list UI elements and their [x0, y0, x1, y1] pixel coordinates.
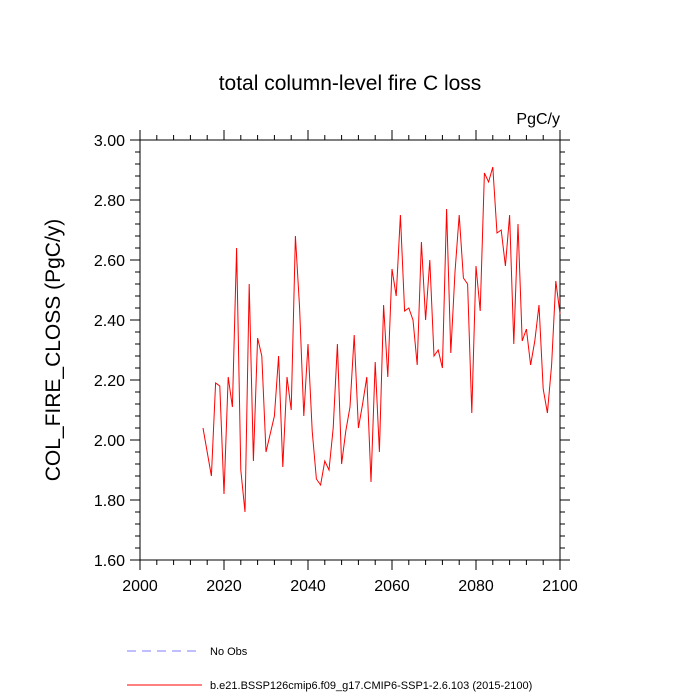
axis-tick-labels: 2000 2020 2040 2060 2080 2100 1.60 1.80 2.00 2.20…: [94, 133, 578, 595]
x-tick-label: 2100: [542, 578, 578, 595]
y-tick-label: 3.00: [94, 133, 125, 150]
axis-ticks: [130, 130, 570, 570]
x-tick-label: 2080: [458, 578, 494, 595]
x-tick-label: 2000: [122, 578, 158, 595]
y-tick-label: 1.60: [94, 553, 125, 570]
y-tick-label: 2.00: [94, 433, 125, 450]
legend-label-model: b.e21.BSSP126cmip6.f09_g17.CMIP6-SSP1-2.…: [210, 680, 532, 692]
x-tick-label: 2060: [374, 578, 410, 595]
legend-label-no-obs: No Obs: [210, 646, 248, 658]
y-tick-label: 2.20: [94, 373, 125, 390]
y-tick-label: 2.80: [94, 193, 125, 210]
units-label: PgC/y: [516, 111, 560, 128]
series-line: [202, 166, 561, 513]
y-tick-label: 1.80: [94, 493, 125, 510]
y-tick-label: 2.60: [94, 253, 125, 270]
y-tick-label: 2.40: [94, 313, 125, 330]
x-tick-label: 2040: [290, 578, 326, 595]
plot-frame: [139, 139, 561, 561]
chart-title: total column-level fire C loss: [219, 72, 482, 95]
y-axis-label: COL_FIRE_CLOSS (PgC/y): [42, 219, 65, 482]
legend: No Obs b.e21.BSSP126cmip6.f09_g17.CMIP6-…: [127, 646, 532, 692]
x-tick-label: 2020: [206, 578, 242, 595]
